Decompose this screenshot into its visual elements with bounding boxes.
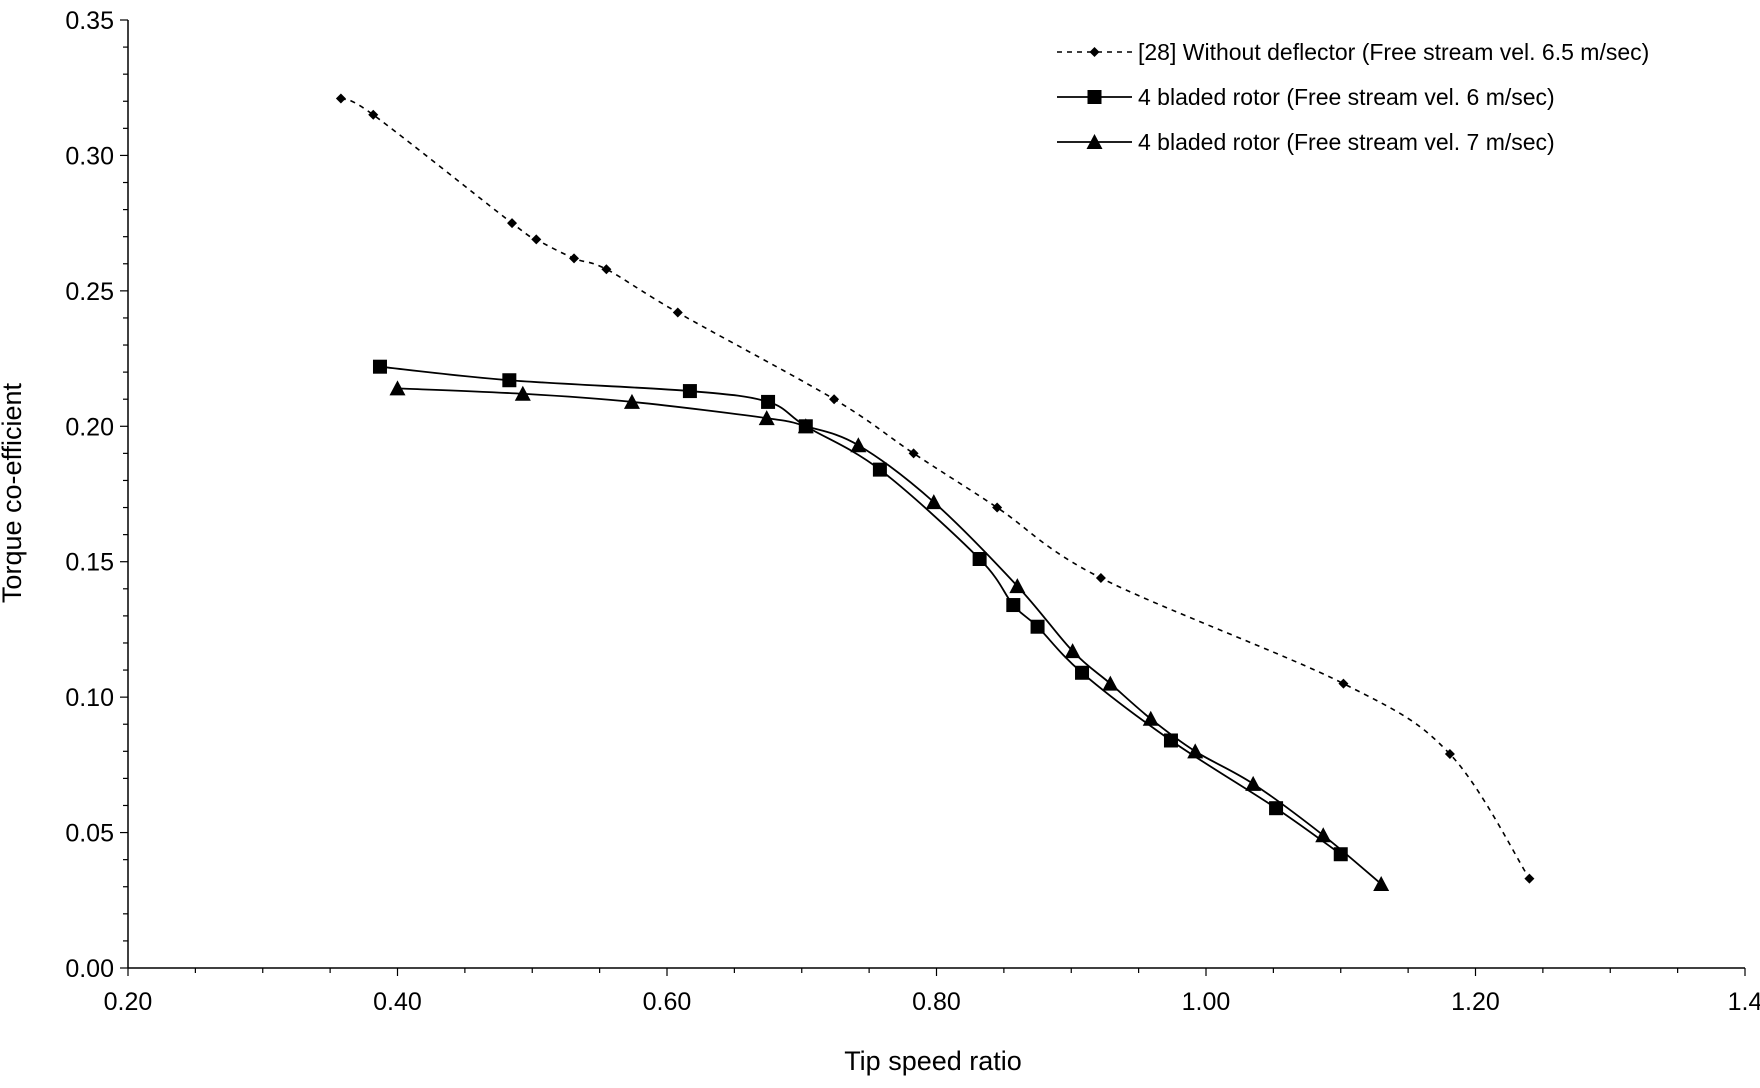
data-point xyxy=(531,234,542,245)
data-point xyxy=(1338,678,1349,689)
series-line xyxy=(379,365,1342,855)
series-line xyxy=(397,387,1382,885)
data-point xyxy=(829,394,840,405)
data-point xyxy=(1095,572,1106,583)
y-tick-label: 0.25 xyxy=(65,278,114,306)
data-point xyxy=(623,393,640,409)
data-point xyxy=(1269,801,1284,816)
x-axis-title: Tip speed ratio xyxy=(844,1046,1022,1076)
x-tick-label: 1.20 xyxy=(1451,988,1500,1016)
data-point xyxy=(507,218,518,229)
legend-entry: 4 bladed rotor (Free stream vel. 6 m/sec… xyxy=(1057,84,1555,110)
data-point xyxy=(672,307,683,318)
data-point xyxy=(1524,873,1535,884)
data-point xyxy=(1142,710,1159,726)
data-point xyxy=(761,394,776,409)
series-2 xyxy=(372,359,1348,862)
legend-entry: 4 bladed rotor (Free stream vel. 7 m/sec… xyxy=(1057,129,1555,155)
data-point xyxy=(514,385,531,401)
data-point xyxy=(1333,847,1348,862)
y-axis-title: Torque co-efficient xyxy=(0,382,27,603)
y-tick-label: 0.30 xyxy=(65,142,114,170)
data-point xyxy=(1064,643,1081,659)
data-point xyxy=(797,418,814,434)
series-line xyxy=(340,97,1531,880)
y-tick-label: 0.10 xyxy=(65,684,114,712)
data-point xyxy=(1030,619,1045,634)
axes: 0.00 0.05 0.10 0.15 0.20 0.25 0.30 0.35 0.20 0.40… xyxy=(65,7,1760,1016)
series-1 xyxy=(335,93,1535,884)
x-tick-label: 1.4 xyxy=(1728,988,1760,1016)
data-point xyxy=(1075,665,1090,680)
data-point xyxy=(389,380,406,396)
legend-label: 4 bladed rotor (Free stream vel. 6 m/sec… xyxy=(1138,84,1555,110)
legend-label: [28] Without deflector (Free stream vel.… xyxy=(1138,39,1649,65)
legend-label: 4 bladed rotor (Free stream vel. 7 m/sec… xyxy=(1138,129,1555,155)
y-tick-label: 0.20 xyxy=(65,413,114,441)
y-tick-label: 0.05 xyxy=(65,820,114,848)
data-point xyxy=(502,373,517,388)
y-tick-label: 0.15 xyxy=(65,549,114,577)
series-3 xyxy=(389,380,1390,892)
data-point xyxy=(372,359,387,374)
data-point xyxy=(908,448,919,459)
x-tick-label: 1.00 xyxy=(1182,988,1231,1016)
data-point xyxy=(758,410,775,426)
legend-marker xyxy=(1087,90,1102,104)
y-tick-label: 0.00 xyxy=(65,955,114,983)
y-tick-label: 0.35 xyxy=(65,7,114,35)
data-point xyxy=(925,494,942,510)
legend-entry: [28] Without deflector (Free stream vel.… xyxy=(1057,39,1649,65)
data-point xyxy=(1009,578,1026,594)
x-tick-label: 0.40 xyxy=(373,988,422,1016)
data-point xyxy=(335,93,346,104)
data-point xyxy=(1315,827,1332,843)
x-tick-label: 0.80 xyxy=(912,988,961,1016)
data-point xyxy=(850,437,867,453)
data-point xyxy=(1102,675,1119,691)
data-point xyxy=(1373,876,1390,892)
data-point xyxy=(682,384,697,399)
data-point xyxy=(992,502,1003,513)
series-layer xyxy=(335,93,1535,892)
data-point xyxy=(368,109,379,120)
legend-marker xyxy=(1089,47,1100,57)
x-tick-label: 0.60 xyxy=(643,988,692,1016)
legend: [28] Without deflector (Free stream vel.… xyxy=(1057,39,1649,155)
data-point xyxy=(569,253,580,264)
data-point xyxy=(1006,598,1021,613)
data-point xyxy=(1187,743,1204,759)
data-point xyxy=(1245,775,1262,791)
data-point xyxy=(601,264,612,275)
legend-marker xyxy=(1086,134,1103,149)
data-point xyxy=(872,462,887,477)
data-point xyxy=(1163,733,1178,748)
data-point xyxy=(1444,749,1455,760)
x-tick-label: 0.20 xyxy=(104,988,153,1016)
data-point xyxy=(972,552,987,567)
